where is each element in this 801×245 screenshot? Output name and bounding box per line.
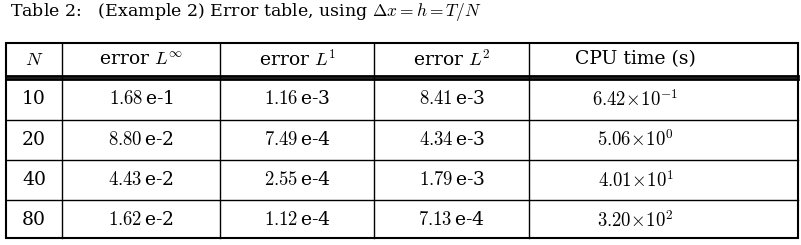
Text: $8.41\,$e-3: $8.41\,$e-3: [419, 90, 485, 108]
Text: 20: 20: [22, 131, 46, 149]
Text: CPU time (s): CPU time (s): [575, 50, 696, 69]
Text: $1.79\,$e-3: $1.79\,$e-3: [419, 171, 485, 189]
Text: $3.20\!\times\!10^{2}$: $3.20\!\times\!10^{2}$: [598, 210, 674, 231]
Bar: [6, 43, 798, 238]
Text: $8.80\,$e-2: $8.80\,$e-2: [108, 131, 174, 149]
Text: Table 2:   (Example 2) Error table, using $\Delta x = h = T/N$: Table 2: (Example 2) Error table, using …: [10, 1, 482, 23]
Text: 10: 10: [22, 90, 46, 108]
Text: $5.06\!\times\!10^{0}$: $5.06\!\times\!10^{0}$: [598, 129, 674, 150]
Text: $N$: $N$: [25, 50, 43, 69]
Text: $7.13\,$e-4: $7.13\,$e-4: [418, 211, 485, 229]
Text: $1.12\,$e-4: $1.12\,$e-4: [264, 211, 331, 229]
Text: $1.62\,$e-2: $1.62\,$e-2: [108, 211, 174, 229]
Text: $4.34\,$e-3: $4.34\,$e-3: [419, 131, 485, 149]
Text: error $L^{2}$: error $L^{2}$: [413, 49, 490, 70]
Text: 40: 40: [22, 171, 46, 189]
Text: error $L^{\infty}$: error $L^{\infty}$: [99, 50, 183, 69]
Text: $4.43\,$e-2: $4.43\,$e-2: [108, 171, 174, 189]
Text: $1.68\,$e-1: $1.68\,$e-1: [109, 90, 173, 108]
Text: $1.16\,$e-3: $1.16\,$e-3: [264, 90, 330, 108]
Text: $7.49\,$e-4: $7.49\,$e-4: [264, 131, 331, 149]
Text: error $L^{1}$: error $L^{1}$: [259, 49, 336, 70]
Text: $4.01\!\times\!10^{1}$: $4.01\!\times\!10^{1}$: [598, 170, 674, 191]
Text: 80: 80: [22, 211, 46, 229]
Text: $2.55\,$e-4: $2.55\,$e-4: [264, 171, 331, 189]
Text: $6.42\!\times\!10^{-1}$: $6.42\!\times\!10^{-1}$: [593, 89, 678, 110]
